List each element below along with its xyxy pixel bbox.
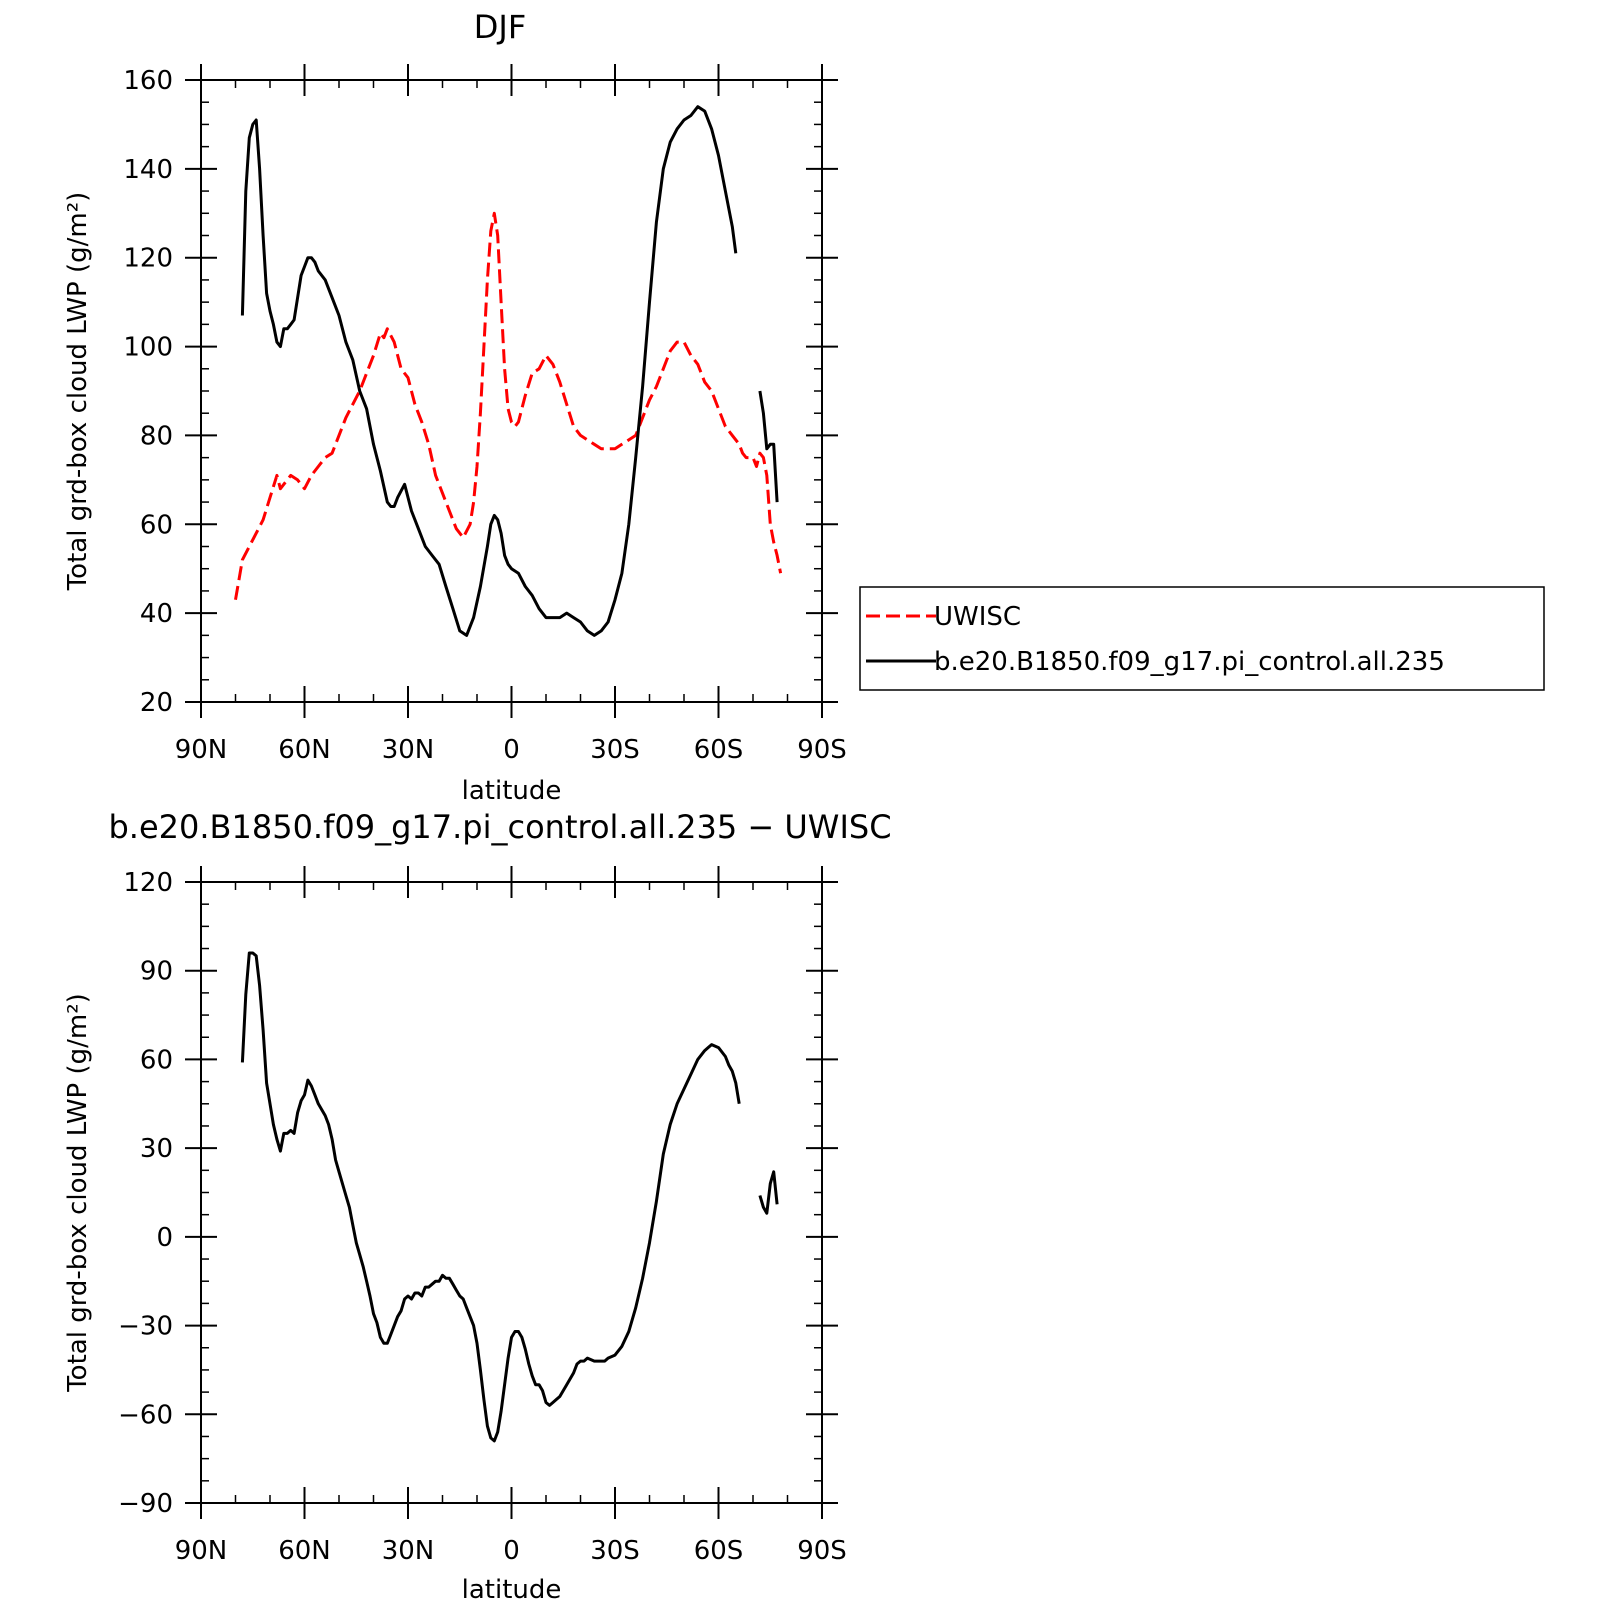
y-tick-label: 30: [140, 1134, 173, 1164]
x-axis-label: latitude: [462, 776, 562, 806]
series-line-uwisc: [234, 211, 783, 601]
x-tick-label: 0: [503, 735, 520, 765]
y-tick-label: −90: [118, 1489, 173, 1519]
x-tick-label: 60N: [278, 735, 331, 765]
plot-frame: [200, 79, 823, 703]
bottom-panel-title: b.e20.B1850.f09_g17.pi_control.all.235 −…: [108, 808, 891, 846]
y-tick-label: 160: [123, 66, 173, 96]
x-tick-label: 90S: [797, 1536, 847, 1566]
x-axis-label: latitude: [462, 1575, 562, 1605]
y-tick-label: 20: [140, 688, 173, 718]
y-tick-label: 40: [140, 599, 173, 629]
y-axis-label: Total grd-box cloud LWP (g/m²): [63, 192, 93, 592]
x-tick-label: 0: [503, 1536, 520, 1566]
bottom-panel-difference: b.e20.B1850.f09_g17.pi_control.all.235 −…: [63, 808, 892, 1605]
y-tick-label: 60: [140, 1045, 173, 1075]
y-tick-label: 120: [123, 868, 173, 898]
y-tick-label: 120: [123, 244, 173, 274]
plot-frame: [200, 881, 823, 1504]
legend-label-model: b.e20.B1850.f09_g17.pi_control.all.235: [934, 647, 1445, 677]
x-tick-label: 90N: [175, 1536, 228, 1566]
x-tick-label: 90S: [797, 735, 847, 765]
y-axis-label: Total grd-box cloud LWP (g/m²): [63, 993, 93, 1393]
y-tick-label: 90: [140, 957, 173, 987]
x-tick-label: 60N: [278, 1536, 331, 1566]
x-tick-label: 90N: [175, 735, 228, 765]
x-tick-label: 60S: [694, 1536, 744, 1566]
legend: UWISC b.e20.B1850.f09_g17.pi_control.all…: [859, 586, 1545, 691]
legend-box: [859, 586, 1545, 691]
top-panel-title: DJF: [474, 8, 526, 46]
top-panel-djf: DJF 20 40 60 80 100 120 140 160 90N 60N 30N 0 30S 60S…: [63, 8, 847, 806]
series-line-b-e20-b1850-f09-g17-pi-control-all-235: [240, 105, 779, 637]
legend-label-uwisc: UWISC: [934, 602, 1021, 632]
y-tick-label: 0: [156, 1223, 173, 1253]
x-tick-label: 30S: [590, 735, 640, 765]
x-tick-label: 30N: [382, 735, 435, 765]
y-tick-label: −30: [118, 1312, 173, 1342]
y-tick-label: −60: [118, 1400, 173, 1430]
y-tick-label: 60: [140, 510, 173, 540]
y-tick-label: 140: [123, 155, 173, 185]
series-line-difference: [240, 951, 779, 1443]
x-tick-label: 30N: [382, 1536, 435, 1566]
y-tick-label: 100: [123, 333, 173, 363]
x-tick-label: 30S: [590, 1536, 640, 1566]
y-tick-label: 80: [140, 421, 173, 451]
x-tick-label: 60S: [694, 735, 744, 765]
